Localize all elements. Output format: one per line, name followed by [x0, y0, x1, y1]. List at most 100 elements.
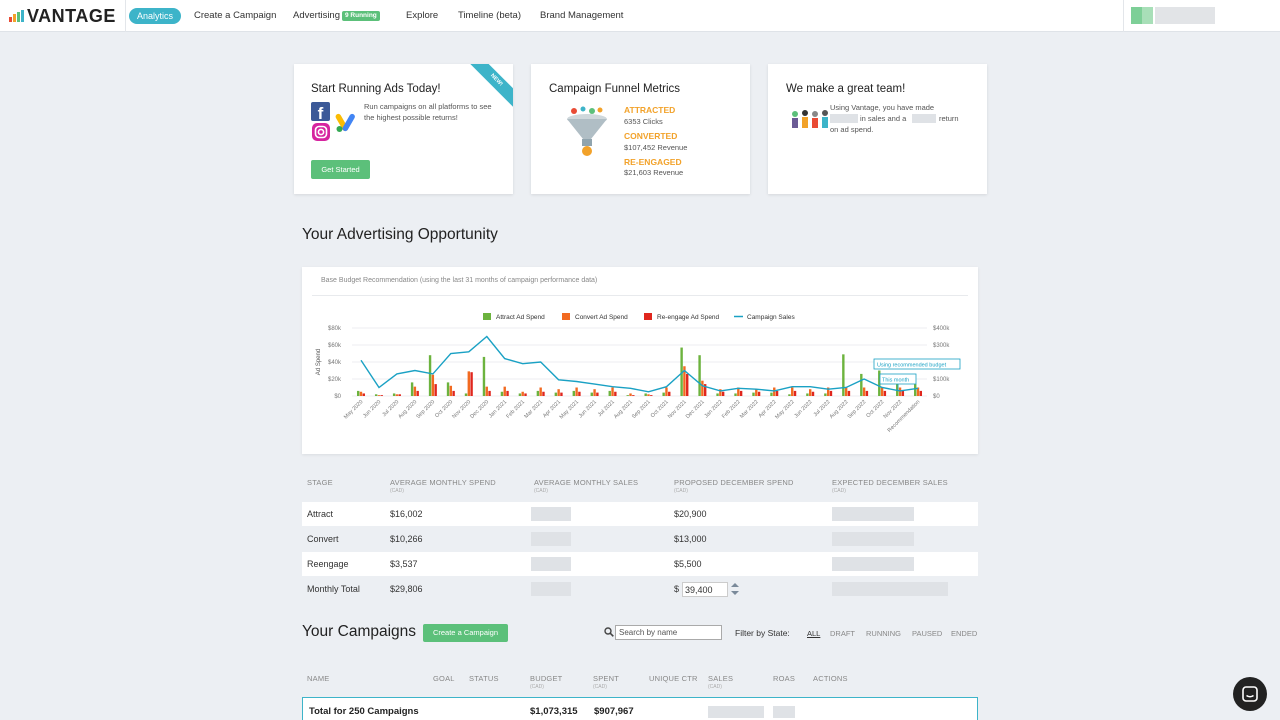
bar [464, 393, 468, 396]
bar [809, 389, 812, 396]
bar [632, 395, 635, 396]
bar [665, 387, 668, 396]
chart-subtitle: Base Budget Recommendation (using the la… [321, 277, 598, 284]
svg-text:f: f [318, 104, 324, 123]
bar [650, 395, 653, 396]
get-started-button[interactable]: Get Started [311, 160, 370, 179]
nav-item-advertising-label: Advertising [293, 10, 340, 21]
chat-launcher-button[interactable] [1233, 677, 1267, 711]
y-tick-label: $40k [328, 360, 342, 366]
bar [572, 390, 576, 396]
bar [596, 392, 599, 396]
proposed-spend-cell: $13,000 [674, 534, 707, 544]
total-campaigns-name: Total for 250 Campaigns [309, 706, 419, 717]
header-proposed-spend: PROPOSED DECEMBER SPEND [674, 478, 794, 487]
bar [701, 380, 704, 396]
col-name[interactable]: NAME [307, 674, 330, 683]
logo-text: VANTAGE [27, 5, 116, 26]
stage-cell: Reengage [307, 559, 349, 569]
proposed-total-input[interactable] [682, 582, 728, 597]
col-unique-ctr[interactable]: UNIQUE CTR [649, 674, 698, 683]
avg-spend-cell: $16,002 [390, 509, 423, 519]
campaign-sales-line [360, 335, 919, 393]
bar [482, 356, 486, 396]
col-budget-unit: (CAD) [530, 684, 544, 690]
avg-sales-redacted [531, 557, 571, 571]
funnel-metrics-title: Campaign Funnel Metrics [549, 83, 681, 95]
y2-tick-label: $400k [933, 326, 950, 332]
bar [593, 389, 596, 396]
bar [359, 391, 363, 396]
bar [683, 366, 686, 396]
table-row: Convert $10,266 $13,000 [302, 527, 978, 551]
nav-item-create-campaign[interactable]: Create a Campaign [194, 10, 277, 21]
x-tick-label: Feb 2021 [505, 399, 526, 420]
bar [703, 384, 707, 396]
filter-all[interactable]: ALL [807, 629, 821, 638]
opportunity-title: Your Advertising Opportunity [302, 226, 498, 243]
stage-cell: Convert [307, 534, 339, 544]
bar [488, 390, 491, 396]
nav-item-timeline[interactable]: Timeline (beta) [458, 10, 522, 21]
user-account-menu[interactable] [1131, 7, 1217, 24]
bar [842, 354, 845, 396]
bar [356, 390, 360, 396]
bar [883, 390, 887, 396]
bar [824, 393, 827, 396]
create-campaign-button[interactable]: Create a Campaign [423, 624, 508, 642]
stepper-arrows-icon [731, 583, 739, 595]
avg-spend-cell: $10,266 [390, 534, 423, 544]
user-divider [1123, 0, 1124, 32]
bar [916, 387, 920, 396]
x-tick-label: Dec 2020 [469, 399, 490, 420]
y-tick-label: $80k [328, 326, 342, 332]
search-input[interactable] [615, 625, 722, 640]
col-goal[interactable]: GOAL [433, 674, 455, 683]
nav-item-advertising[interactable]: Advertising 9 Running [293, 0, 380, 32]
bar [770, 392, 773, 396]
total-avg-sales-redacted [531, 582, 571, 596]
bar [898, 387, 902, 396]
total-avg-spend-cell: $29,806 [390, 584, 423, 594]
total-expected-sales-redacted [832, 582, 948, 596]
vantage-logo[interactable]: VANTAGE [9, 6, 116, 26]
col-budget[interactable]: BUDGET [530, 674, 563, 683]
bar [485, 386, 488, 396]
nav-divider [125, 0, 126, 32]
logo-bars-icon [9, 10, 24, 22]
chart-divider [312, 295, 968, 296]
avatar [1131, 7, 1153, 24]
x-tick-label: Sep 2022 [847, 399, 868, 420]
col-sales[interactable]: SALES [708, 674, 734, 683]
bar [377, 395, 381, 396]
x-tick-label: Sep 2020 [415, 399, 436, 420]
proposed-spend-cell: $5,500 [674, 559, 702, 569]
col-spent[interactable]: SPENT [593, 674, 620, 683]
bar [392, 393, 396, 396]
filter-paused[interactable]: PAUSED [912, 629, 943, 638]
legend-label: Campaign Sales [747, 314, 795, 321]
col-status[interactable]: STATUS [469, 674, 499, 683]
filter-running[interactable]: RUNNING [866, 629, 901, 638]
x-tick-label: May 2021 [559, 399, 580, 420]
bar [739, 390, 743, 396]
bar [755, 389, 758, 396]
funnel-icon [567, 106, 607, 156]
col-roas[interactable]: ROAS [773, 674, 796, 683]
chat-icon [1242, 686, 1258, 702]
search-icon [604, 627, 614, 637]
nav-item-analytics[interactable]: Analytics [129, 8, 181, 24]
bar [380, 395, 383, 396]
team-text-line-2a: in sales and a [860, 114, 907, 123]
start-ads-text: Run campaigns on all platforms to see th… [364, 102, 492, 122]
nav-item-explore[interactable]: Explore [406, 10, 439, 21]
stage-cell: Attract [307, 509, 334, 519]
filter-label: Filter by State: [735, 628, 790, 638]
quantity-stepper[interactable] [730, 581, 740, 597]
bar [829, 390, 833, 396]
y2-tick-label: $100k [933, 377, 950, 383]
filter-draft[interactable]: DRAFT [830, 629, 855, 638]
nav-item-brand-management[interactable]: Brand Management [540, 10, 624, 21]
header-avg-sales-unit: (CAD) [534, 488, 548, 494]
filter-ended[interactable]: ENDED [951, 629, 978, 638]
